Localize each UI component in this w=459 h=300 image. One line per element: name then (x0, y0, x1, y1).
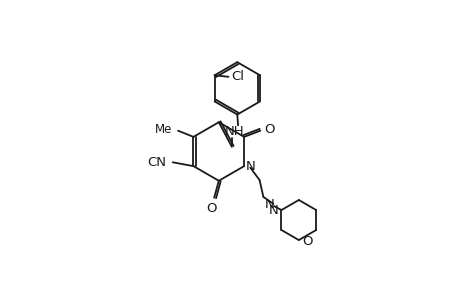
Text: O: O (263, 123, 274, 136)
Text: N: N (245, 160, 255, 172)
Text: N: N (264, 198, 274, 211)
Text: Cl: Cl (230, 70, 243, 83)
Text: Me: Me (154, 123, 172, 136)
Text: O: O (301, 235, 312, 248)
Text: CN: CN (147, 156, 166, 169)
Text: O: O (206, 202, 216, 215)
Text: NH: NH (224, 125, 244, 138)
Text: N: N (268, 203, 278, 217)
